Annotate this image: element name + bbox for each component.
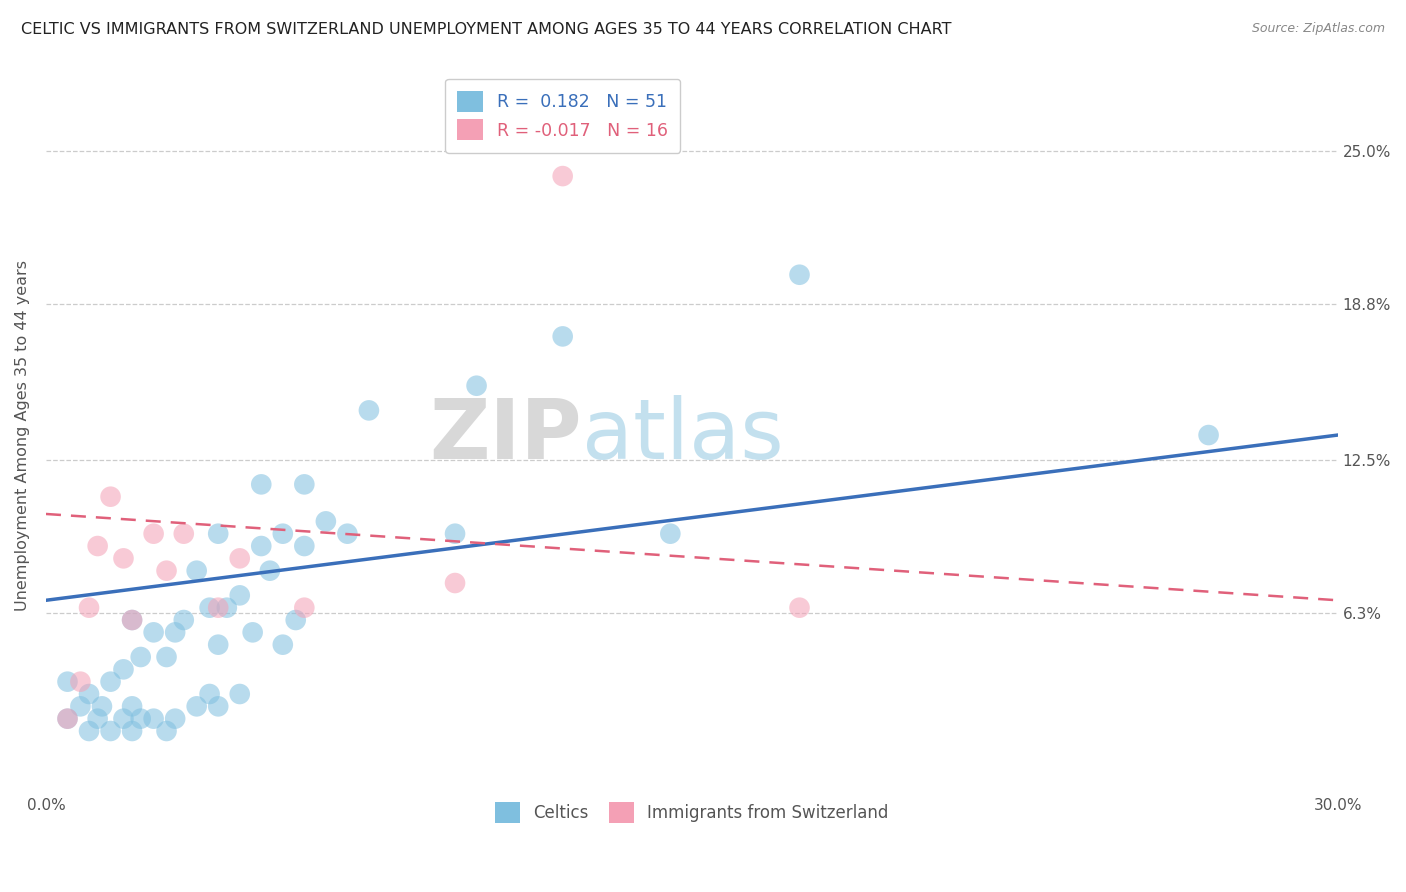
Point (1198, 428, 1220, 442)
Point (229, 687, 252, 701)
Point (77, 687, 100, 701)
Point (789, 600, 811, 615)
Text: atlas: atlas (582, 394, 783, 475)
Point (207, 600, 229, 615)
Point (207, 526, 229, 541)
Point (444, 576, 467, 591)
Point (155, 650, 177, 665)
Point (121, 613, 143, 627)
Point (129, 650, 152, 665)
Point (77, 724, 100, 739)
Point (155, 564, 177, 578)
Point (112, 662, 135, 676)
Point (91, 699, 114, 714)
Point (173, 526, 195, 541)
Point (465, 378, 488, 392)
Legend: Celtics, Immigrants from Switzerland: Celtics, Immigrants from Switzerland (484, 790, 900, 834)
Point (259, 564, 281, 578)
Point (121, 613, 143, 627)
Point (271, 638, 294, 652)
Point (284, 613, 307, 627)
Point (121, 699, 143, 714)
Y-axis label: Unemployment Among Ages 35 to 44 years: Unemployment Among Ages 35 to 44 years (15, 260, 30, 610)
Point (315, 514, 337, 528)
Text: CELTIC VS IMMIGRANTS FROM SWITZERLAND UNEMPLOYMENT AMONG AGES 35 TO 44 YEARS COR: CELTIC VS IMMIGRANTS FROM SWITZERLAND UN… (21, 22, 952, 37)
Point (100, 724, 122, 739)
Point (271, 526, 294, 541)
Point (56, 674, 79, 689)
Point (242, 625, 264, 640)
Point (121, 724, 143, 739)
Point (336, 526, 359, 541)
Point (198, 687, 221, 701)
Point (155, 724, 177, 739)
Text: Source: ZipAtlas.com: Source: ZipAtlas.com (1251, 22, 1385, 36)
Point (165, 712, 187, 726)
Point (789, 268, 811, 282)
Point (229, 588, 252, 602)
Point (250, 477, 273, 491)
Point (77, 600, 100, 615)
Point (292, 477, 315, 491)
Point (86, 712, 108, 726)
Point (186, 699, 208, 714)
Point (551, 329, 574, 343)
Point (100, 490, 122, 504)
Point (198, 600, 221, 615)
Point (659, 526, 682, 541)
Point (292, 539, 315, 553)
Point (129, 712, 152, 726)
Point (357, 403, 380, 417)
Point (142, 625, 165, 640)
Point (100, 674, 122, 689)
Point (142, 526, 165, 541)
Point (229, 551, 252, 566)
Point (142, 712, 165, 726)
Point (86, 539, 108, 553)
Point (292, 600, 315, 615)
Point (69, 699, 91, 714)
Point (444, 526, 467, 541)
Point (551, 169, 574, 183)
Point (112, 712, 135, 726)
Point (173, 613, 195, 627)
Point (69, 674, 91, 689)
Point (56, 712, 79, 726)
Point (165, 625, 187, 640)
Point (207, 699, 229, 714)
Point (215, 600, 238, 615)
Text: ZIP: ZIP (430, 394, 582, 475)
Point (207, 638, 229, 652)
Point (186, 564, 208, 578)
Point (112, 551, 135, 566)
Point (250, 539, 273, 553)
Point (56, 712, 79, 726)
